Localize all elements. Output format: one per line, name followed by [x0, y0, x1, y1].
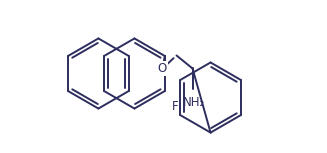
Text: F: F: [172, 100, 178, 113]
Text: O: O: [158, 62, 167, 75]
Text: NH₂: NH₂: [182, 95, 205, 108]
